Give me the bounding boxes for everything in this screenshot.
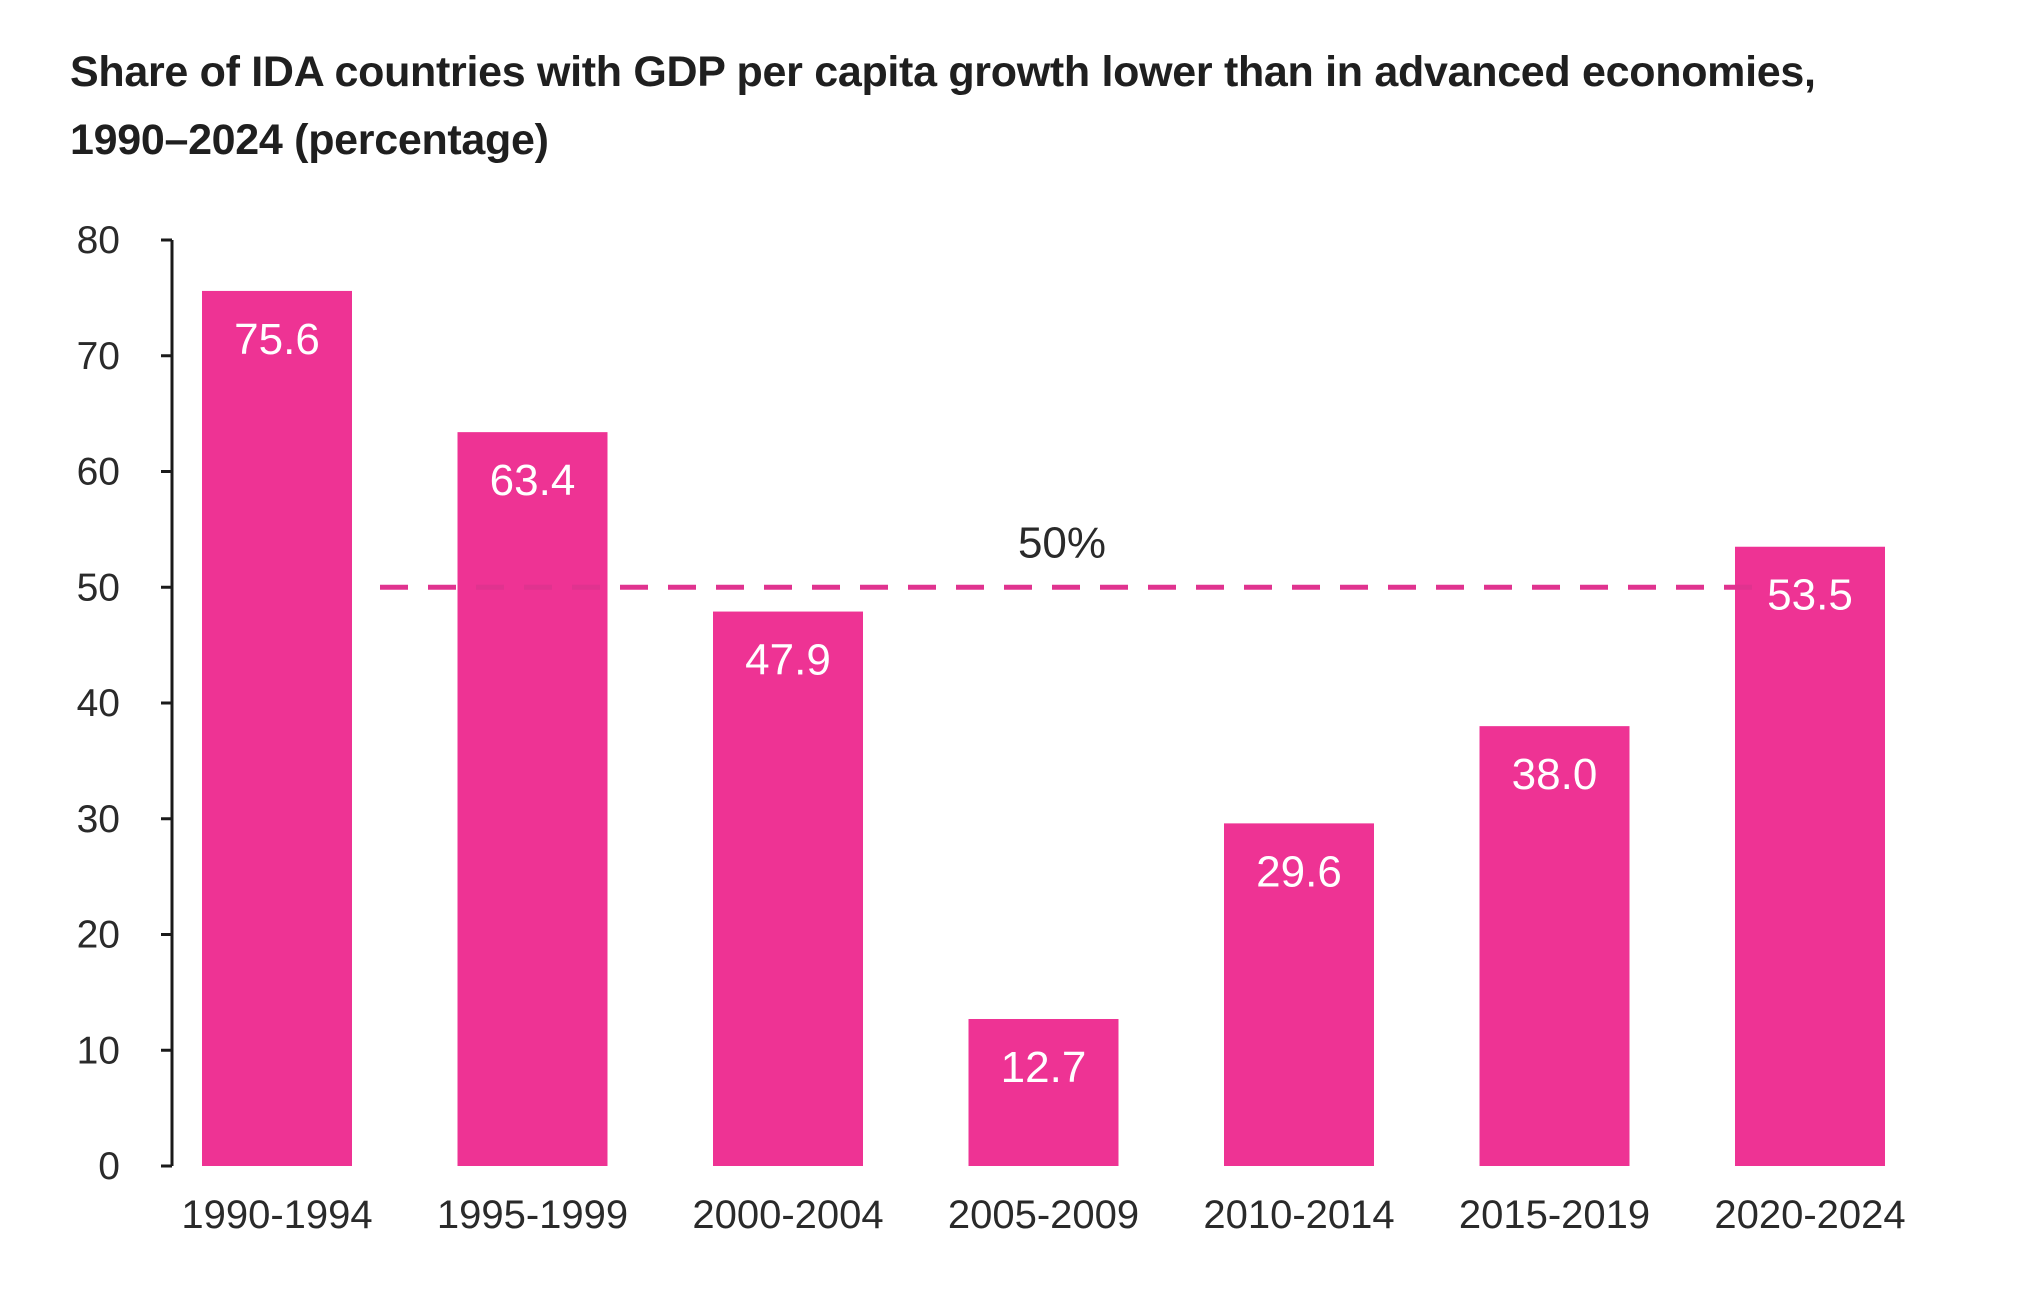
y-tick-label: 30 xyxy=(77,798,120,841)
value-label: 38.0 xyxy=(1512,750,1598,799)
x-axis-labels: 1990-1994 1995-1999 2000-2004 2005-2009 2010… xyxy=(181,1193,1905,1237)
chart-title: Share of IDA countries with GDP per capi… xyxy=(70,38,2010,174)
bar-1990-1994 xyxy=(202,290,352,1166)
bar-2000-2004 xyxy=(713,611,863,1166)
chart-subtitle: 1990–2024 (percentage) xyxy=(70,116,549,164)
value-label: 63.4 xyxy=(490,456,576,505)
x-category-label: 2015-2019 xyxy=(1459,1193,1650,1237)
x-category-label: 2005-2009 xyxy=(948,1193,1139,1237)
value-label: 75.6 xyxy=(234,315,320,364)
y-axis: 0 10 20 30 40 50 60 70 80 xyxy=(77,219,174,1188)
bar-2005-2009 xyxy=(968,1018,1119,1166)
y-tick-label: 40 xyxy=(77,682,120,725)
y-tick-label: 50 xyxy=(77,566,120,609)
y-tick-label: 0 xyxy=(98,1145,120,1188)
y-tick-label: 10 xyxy=(77,1029,120,1072)
y-tick-label: 80 xyxy=(77,219,120,262)
x-category-label: 2010-2014 xyxy=(1203,1193,1394,1237)
bar-2015-2019 xyxy=(1479,726,1630,1166)
x-category-label: 2020-2024 xyxy=(1714,1193,1905,1237)
value-label: 47.9 xyxy=(745,636,831,685)
chart-title-line-1: Share of IDA countries with GDP per capi… xyxy=(70,48,1816,96)
value-label: 12.7 xyxy=(1001,1043,1087,1092)
bar-2020-2024 xyxy=(1735,546,1885,1166)
reference-line-label: 50% xyxy=(1018,518,1106,567)
bars xyxy=(202,290,1885,1166)
bar-2010-2014 xyxy=(1224,823,1374,1166)
x-category-label: 1990-1994 xyxy=(181,1193,372,1237)
value-label: 53.5 xyxy=(1767,571,1853,620)
y-tick-label: 70 xyxy=(77,335,120,378)
bar-1995-1999 xyxy=(457,432,608,1166)
y-tick-label: 20 xyxy=(77,914,120,957)
reference-line-group: 50% xyxy=(380,518,1768,590)
value-labels: 75.6 63.4 47.9 12.7 29.6 38.0 53.5 xyxy=(234,315,1853,1092)
y-tick-label: 60 xyxy=(77,451,120,494)
value-label: 29.6 xyxy=(1256,847,1342,896)
x-category-label: 2000-2004 xyxy=(692,1193,883,1237)
x-category-label: 1995-1999 xyxy=(437,1193,628,1237)
